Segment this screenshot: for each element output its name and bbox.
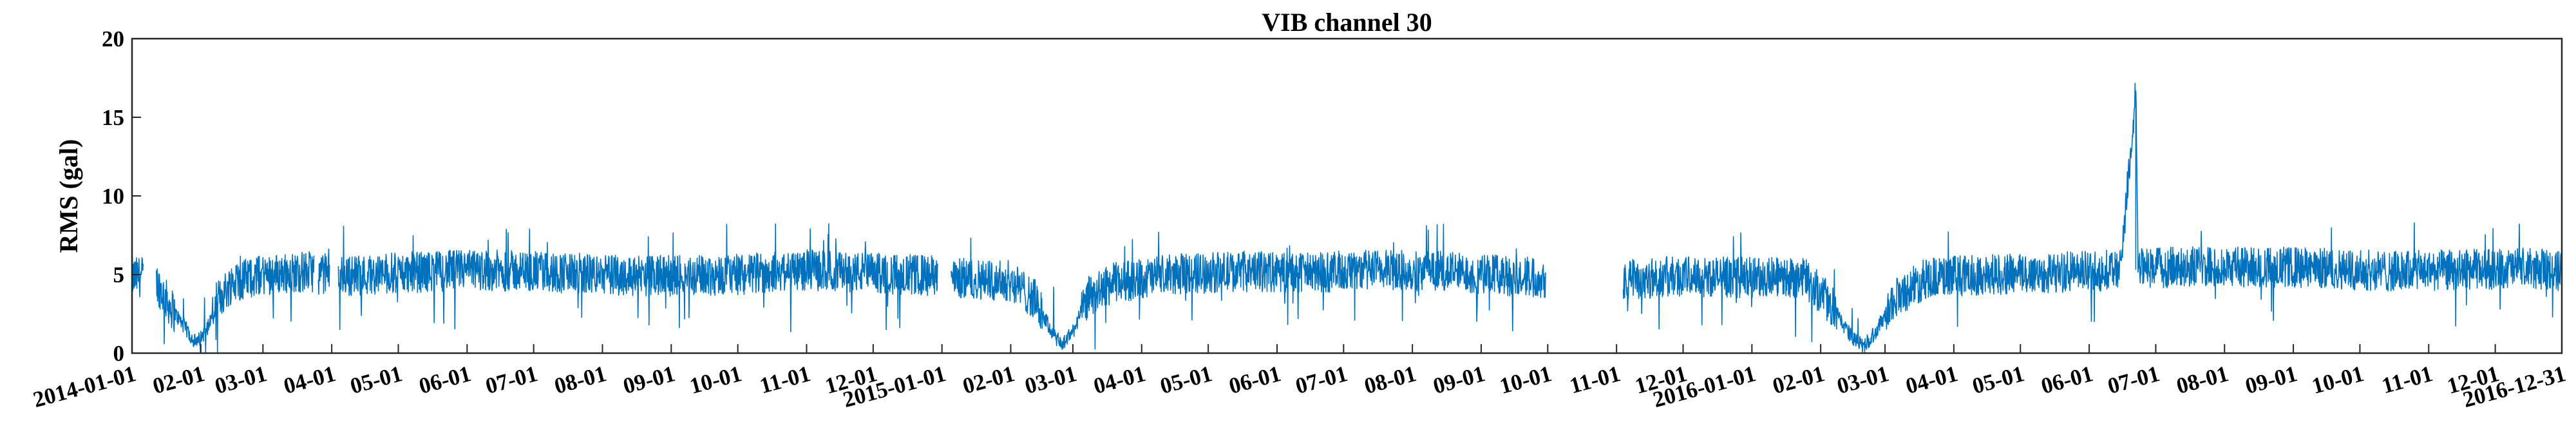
x-tick-label: 06-01 — [416, 361, 473, 399]
x-tick-label: 04-01 — [1903, 361, 1960, 399]
y-tick-label: 10 — [102, 184, 124, 209]
chart-title: VIB channel 30 — [1262, 8, 1432, 37]
x-tick-label: 06-01 — [1226, 361, 1283, 399]
x-tick-label: 09-01 — [1430, 361, 1488, 399]
series-line-segment — [1622, 82, 2562, 353]
x-tick-label: 04-01 — [1091, 361, 1148, 399]
y-tick-label: 0 — [113, 341, 125, 366]
x-tick-label: 2014-01-01 — [30, 361, 138, 412]
x-tick-label: 05-01 — [348, 361, 405, 399]
x-tick-label: 09-01 — [2242, 361, 2300, 399]
x-tick-label: 06-01 — [2038, 361, 2096, 399]
plot-frame — [131, 37, 2563, 354]
x-tick-label: 07-01 — [2105, 361, 2163, 399]
y-tick-label: 20 — [102, 26, 124, 52]
x-tick-label: 08-01 — [1361, 361, 1419, 399]
x-tick-label: 02-01 — [150, 361, 207, 399]
x-tick-label: 03-01 — [1834, 361, 1891, 399]
x-tick-label: 08-01 — [2174, 361, 2231, 399]
series-line-segment — [131, 256, 144, 298]
x-tick-label: 11-01 — [1567, 361, 1623, 398]
y-tick-label: 15 — [102, 105, 124, 130]
y-axis-label: RMS (gal) — [54, 139, 83, 253]
x-axis: 2014-01-01 02-01 03-01 04-01 05-01 06-01 07-01… — [30, 344, 2568, 412]
x-tick-label: 09-01 — [620, 361, 677, 399]
series-line-segment — [317, 248, 330, 295]
x-tick-label: 04-01 — [281, 361, 338, 399]
y-tick-label: 5 — [113, 262, 125, 287]
x-tick-label: 05-01 — [1969, 361, 2027, 399]
x-tick-label: 07-01 — [1293, 361, 1350, 399]
x-tick-label: 10-01 — [687, 361, 744, 399]
x-tick-label: 08-01 — [552, 361, 609, 399]
x-tick-label: 07-01 — [483, 361, 540, 399]
x-tick-label: 03-01 — [212, 361, 269, 399]
series-line-segment — [156, 251, 315, 353]
x-tick-label: 11-01 — [2379, 361, 2435, 398]
x-tick-label: 02-01 — [1770, 361, 1827, 399]
x-tick-label: 10-01 — [2309, 361, 2367, 399]
x-tick-label: 10-01 — [1497, 361, 1554, 399]
x-tick-label: 02-01 — [960, 361, 1018, 399]
series-line-segment — [950, 224, 1546, 350]
y-axis: 0 5 10 15 20 — [102, 26, 141, 366]
x-tick-label: 05-01 — [1157, 361, 1215, 399]
x-tick-label: 03-01 — [1022, 361, 1079, 399]
series-layer — [131, 82, 2562, 353]
series-line-segment — [337, 223, 938, 333]
x-tick-label: 11-01 — [757, 361, 813, 398]
